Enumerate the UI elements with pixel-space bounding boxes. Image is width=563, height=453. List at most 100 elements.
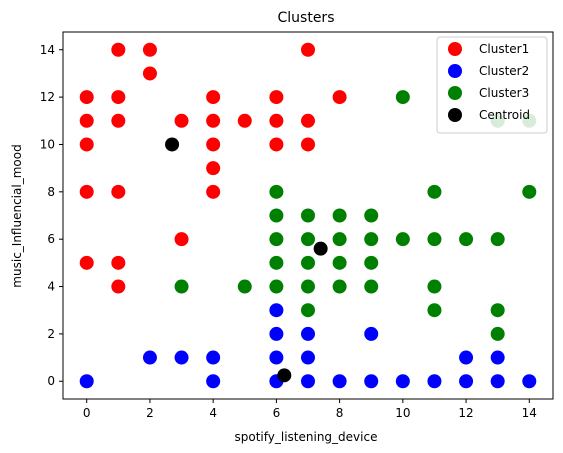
point-cluster1-19 — [206, 184, 221, 199]
point-cluster2-9 — [301, 326, 315, 341]
point-cluster1-14 — [174, 232, 189, 247]
point-cluster1-16 — [206, 113, 221, 128]
y-axis: 0 2 4 6 8 10 12 14 — [40, 43, 63, 388]
legend-marker-centroid — [448, 108, 462, 122]
point-cluster2-17 — [459, 350, 474, 365]
point-cluster3-2 — [269, 184, 284, 199]
y-axis-label: music_Influencial_mood — [10, 144, 24, 287]
point-centroid-1 — [313, 241, 328, 256]
point-cluster1-23 — [269, 137, 284, 152]
y-tick-label: 12 — [40, 90, 55, 104]
plot-area — [79, 42, 537, 389]
point-cluster3-4 — [269, 232, 284, 247]
x-tick-label: 4 — [209, 406, 217, 420]
y-tick-label: 2 — [47, 327, 55, 341]
point-cluster2-7 — [269, 350, 284, 365]
legend-label-cluster3: Cluster3 — [479, 86, 529, 100]
point-cluster2-3 — [206, 350, 221, 365]
point-cluster1-11 — [142, 42, 157, 57]
point-cluster2-21 — [522, 374, 537, 389]
legend-label-cluster1: Cluster1 — [479, 42, 529, 56]
point-cluster1-17 — [206, 137, 221, 152]
point-cluster3-30 — [490, 326, 505, 341]
point-cluster3-5 — [269, 255, 284, 270]
y-tick-label: 6 — [47, 232, 55, 246]
point-cluster3-8 — [301, 232, 315, 247]
x-tick-label: 0 — [83, 406, 91, 420]
point-cluster3-23 — [427, 232, 442, 247]
point-cluster3-16 — [364, 208, 379, 223]
point-cluster2-1 — [142, 350, 157, 365]
point-cluster2-13 — [364, 326, 379, 341]
point-cluster1-26 — [301, 137, 315, 152]
legend: Cluster1 Cluster2 Cluster3 Centroid — [436, 36, 548, 134]
point-cluster1-2 — [79, 137, 94, 152]
point-cluster1-12 — [142, 66, 157, 81]
point-cluster3-1 — [237, 279, 252, 294]
y-tick-label: 10 — [40, 137, 55, 151]
plot-frame — [62, 31, 554, 400]
point-cluster1-27 — [332, 90, 347, 105]
point-cluster1-13 — [174, 113, 189, 128]
point-cluster1-7 — [111, 113, 126, 128]
legend-box — [436, 36, 548, 134]
point-cluster3-26 — [459, 232, 474, 247]
point-cluster3-22 — [427, 184, 442, 199]
point-cluster3-32 — [522, 184, 537, 199]
y-tick-label: 0 — [47, 374, 55, 388]
x-tick-label: 10 — [395, 406, 410, 420]
point-cluster1-15 — [206, 90, 221, 105]
point-cluster1-1 — [79, 113, 94, 128]
point-cluster2-6 — [269, 326, 284, 341]
series-centroid — [165, 137, 328, 383]
point-cluster3-29 — [490, 303, 505, 318]
legend-label-centroid: Centroid — [479, 108, 530, 122]
point-cluster1-18 — [206, 161, 221, 176]
point-cluster3-3 — [269, 208, 284, 223]
point-cluster3-10 — [301, 279, 315, 294]
point-cluster3-7 — [301, 208, 315, 223]
point-cluster2-5 — [269, 303, 284, 318]
point-cluster2-15 — [395, 374, 410, 389]
chart-title: Clusters — [278, 10, 335, 26]
point-cluster2-12 — [332, 374, 347, 389]
point-cluster1-9 — [111, 255, 126, 270]
point-cluster1-4 — [79, 255, 94, 270]
y-tick-label: 14 — [40, 43, 55, 57]
point-cluster2-16 — [427, 374, 442, 389]
series-cluster2 — [79, 303, 537, 389]
point-cluster1-8 — [111, 184, 126, 199]
point-cluster3-18 — [364, 255, 379, 270]
legend-marker-cluster3 — [448, 86, 462, 100]
x-tick-label: 12 — [458, 406, 473, 420]
x-axis: 0 2 4 6 8 10 12 14 — [83, 399, 537, 420]
point-cluster3-11 — [301, 303, 315, 318]
point-cluster2-20 — [490, 374, 505, 389]
legend-marker-cluster2 — [448, 64, 462, 78]
legend-marker-cluster1 — [448, 42, 462, 56]
point-cluster3-9 — [301, 255, 315, 270]
point-cluster1-5 — [111, 42, 126, 57]
point-centroid-2 — [277, 368, 292, 383]
point-cluster3-0 — [174, 279, 189, 294]
x-axis-label: spotify_listening_device — [235, 430, 378, 444]
y-tick-label: 4 — [47, 280, 55, 294]
point-cluster2-2 — [174, 350, 189, 365]
point-cluster2-19 — [490, 350, 505, 365]
point-cluster3-12 — [332, 208, 347, 223]
point-cluster1-25 — [301, 113, 315, 128]
point-centroid-0 — [165, 137, 180, 152]
point-cluster3-14 — [332, 255, 347, 270]
point-cluster3-19 — [364, 279, 379, 294]
series-cluster1 — [79, 42, 347, 294]
point-cluster1-21 — [269, 90, 284, 105]
x-tick-label: 14 — [522, 406, 537, 420]
point-cluster2-11 — [301, 374, 315, 389]
point-cluster2-4 — [206, 374, 221, 389]
point-cluster3-17 — [364, 232, 379, 247]
point-cluster2-14 — [364, 374, 379, 389]
point-cluster3-28 — [490, 232, 505, 247]
x-tick-label: 2 — [146, 406, 154, 420]
